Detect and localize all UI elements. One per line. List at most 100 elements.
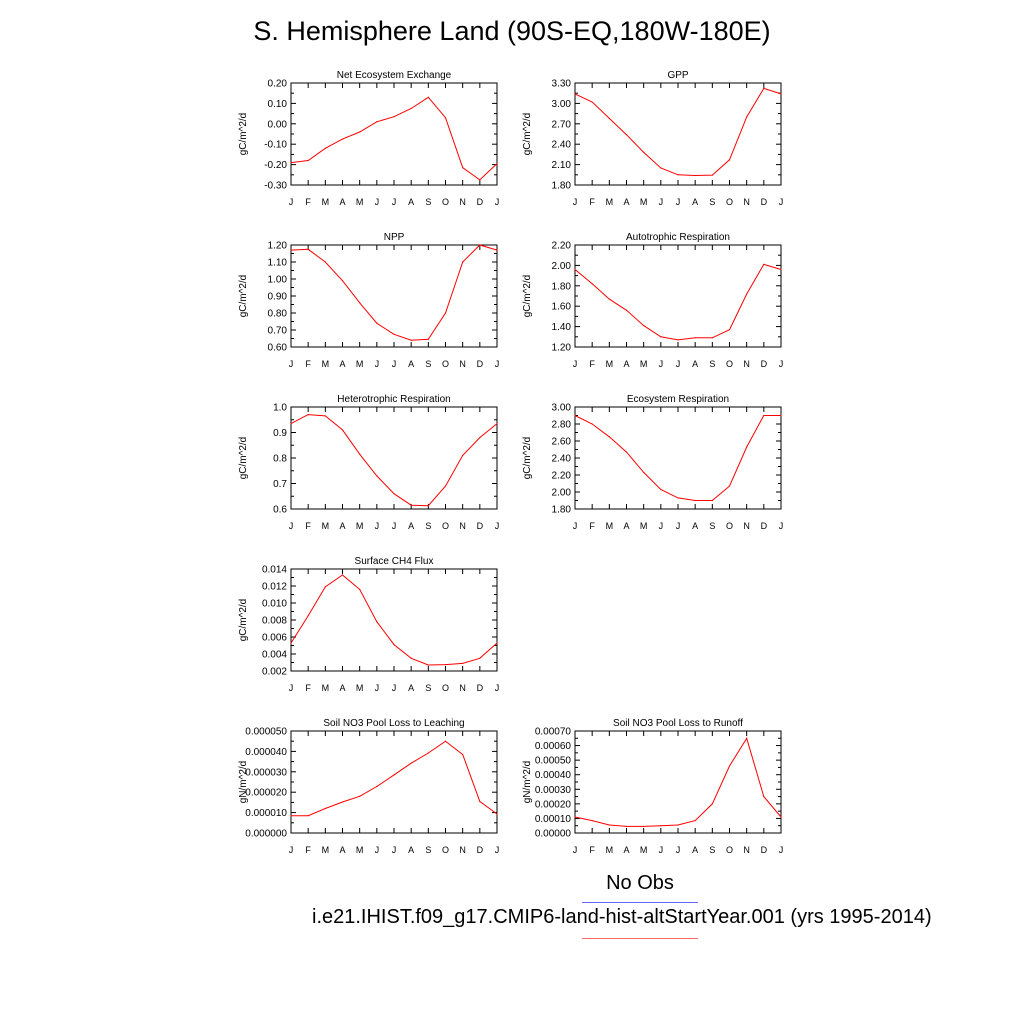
x-tick-label: A [692,197,698,207]
data-point [410,107,412,110]
chart-title: GPP [667,70,688,81]
x-tick-label: A [408,845,414,855]
x-tick-label: J [779,521,784,531]
data-point [694,820,696,822]
y-tick-label: 0.00010 [535,814,572,825]
y-tick-label: -0.20 [264,160,287,171]
x-tick-label: A [623,359,629,369]
y-tick-label: 0.6 [273,505,287,516]
x-tick-label: O [442,845,449,855]
data-point [444,740,447,742]
plot-frame [574,406,782,510]
x-tick-label: O [442,359,449,369]
x-tick-label: S [425,359,431,369]
x-tick-label: N [459,197,466,207]
x-tick-label: S [425,197,431,207]
x-tick-label: A [692,845,698,855]
x-tick-label: J [573,197,578,207]
data-point [307,414,309,416]
data-point [307,159,309,162]
data-point [359,302,361,304]
chart-title: Ecosystem Respiration [627,394,729,405]
y-tick-label: 2.00 [552,488,572,499]
y-tick-label: 0.00050 [535,756,572,767]
plot-frame [574,730,782,834]
y-tick-label: 1.60 [552,302,572,313]
data-point [496,422,498,425]
y-tick-label: 0.80 [268,309,288,320]
x-tick-label: D [477,359,484,369]
chart-title: Net Ecosystem Exchange [337,70,452,81]
y-tick-label: 0.00030 [535,785,572,796]
x-tick-label: F [305,845,311,855]
y-tick-label: 1.80 [552,181,572,192]
y-axis-label: gC/m^2/d [238,275,249,318]
data-point [677,339,679,341]
y-tick-label: 2.40 [552,454,572,465]
data-point [359,588,361,591]
x-tick-label: M [322,359,330,369]
data-point [780,414,782,417]
x-tick-label: M [356,683,364,693]
x-tick-label: J [392,359,397,369]
series-line [574,87,782,177]
x-tick-label: J [573,845,578,855]
y-tick-label: 0.000000 [245,829,287,840]
data-point [393,333,395,335]
x-tick-label: J [779,845,784,855]
data-point [427,752,429,754]
data-point [677,174,679,176]
x-tick-label: M [606,521,614,531]
data-point [660,336,662,338]
data-point [324,807,326,810]
y-axis-label: gC/m^2/d [238,437,249,480]
plot-frame [574,82,782,186]
y-tick-label: 1.40 [552,322,572,333]
x-tick-label: J [392,683,397,693]
x-tick-label: J [659,845,664,855]
plot-frame [290,730,498,834]
x-tick-label: M [606,845,614,855]
chart-panel: Surface CH4 Flux gC/m^2/d 0.002 0.004 0.006 0… [238,556,499,693]
x-tick-label: J [659,197,664,207]
chart-panel: Heterotrophic Respiration gC/m^2/d 0.6 0.7 0… [238,394,499,531]
x-tick-label: D [477,845,484,855]
y-axis-label: gC/m^2/d [238,113,249,156]
y-tick-label: 0.00040 [535,770,572,781]
x-tick-label: J [495,683,500,693]
data-point [324,147,326,149]
data-point [393,116,395,118]
x-tick-label: J [289,845,294,855]
data-point [290,815,292,817]
data-point [728,329,731,331]
data-point [643,324,645,327]
chart-title: Heterotrophic Respiration [337,394,450,405]
y-tick-label: 0.00000 [535,829,572,840]
data-point [324,261,326,263]
y-tick-label: 0.00070 [535,727,572,738]
data-point [479,437,481,439]
legend-obs-label: No Obs [606,872,674,894]
data-point [410,657,412,659]
data-point [427,505,429,507]
data-point [341,138,344,140]
data-point [376,322,378,324]
data-point [479,657,481,659]
x-tick-label: J [375,521,380,531]
x-tick-label: D [761,359,768,369]
chart-panel: Net Ecosystem Exchange gC/m^2/d -0.30 -0.20… [238,70,499,207]
x-tick-label: A [339,197,345,207]
x-tick-label: M [640,197,648,207]
data-point [608,117,610,119]
x-tick-label: M [356,359,364,369]
x-tick-label: J [779,359,784,369]
data-point [290,422,292,425]
y-tick-label: 2.20 [552,241,572,252]
y-tick-label: 0.004 [262,650,287,661]
y-tick-label: 0.7 [273,479,287,490]
x-tick-label: J [375,683,380,693]
data-point [444,312,447,314]
data-point [341,429,344,431]
chart-title: Soil NO3 Pool Loss to Leaching [323,718,464,729]
